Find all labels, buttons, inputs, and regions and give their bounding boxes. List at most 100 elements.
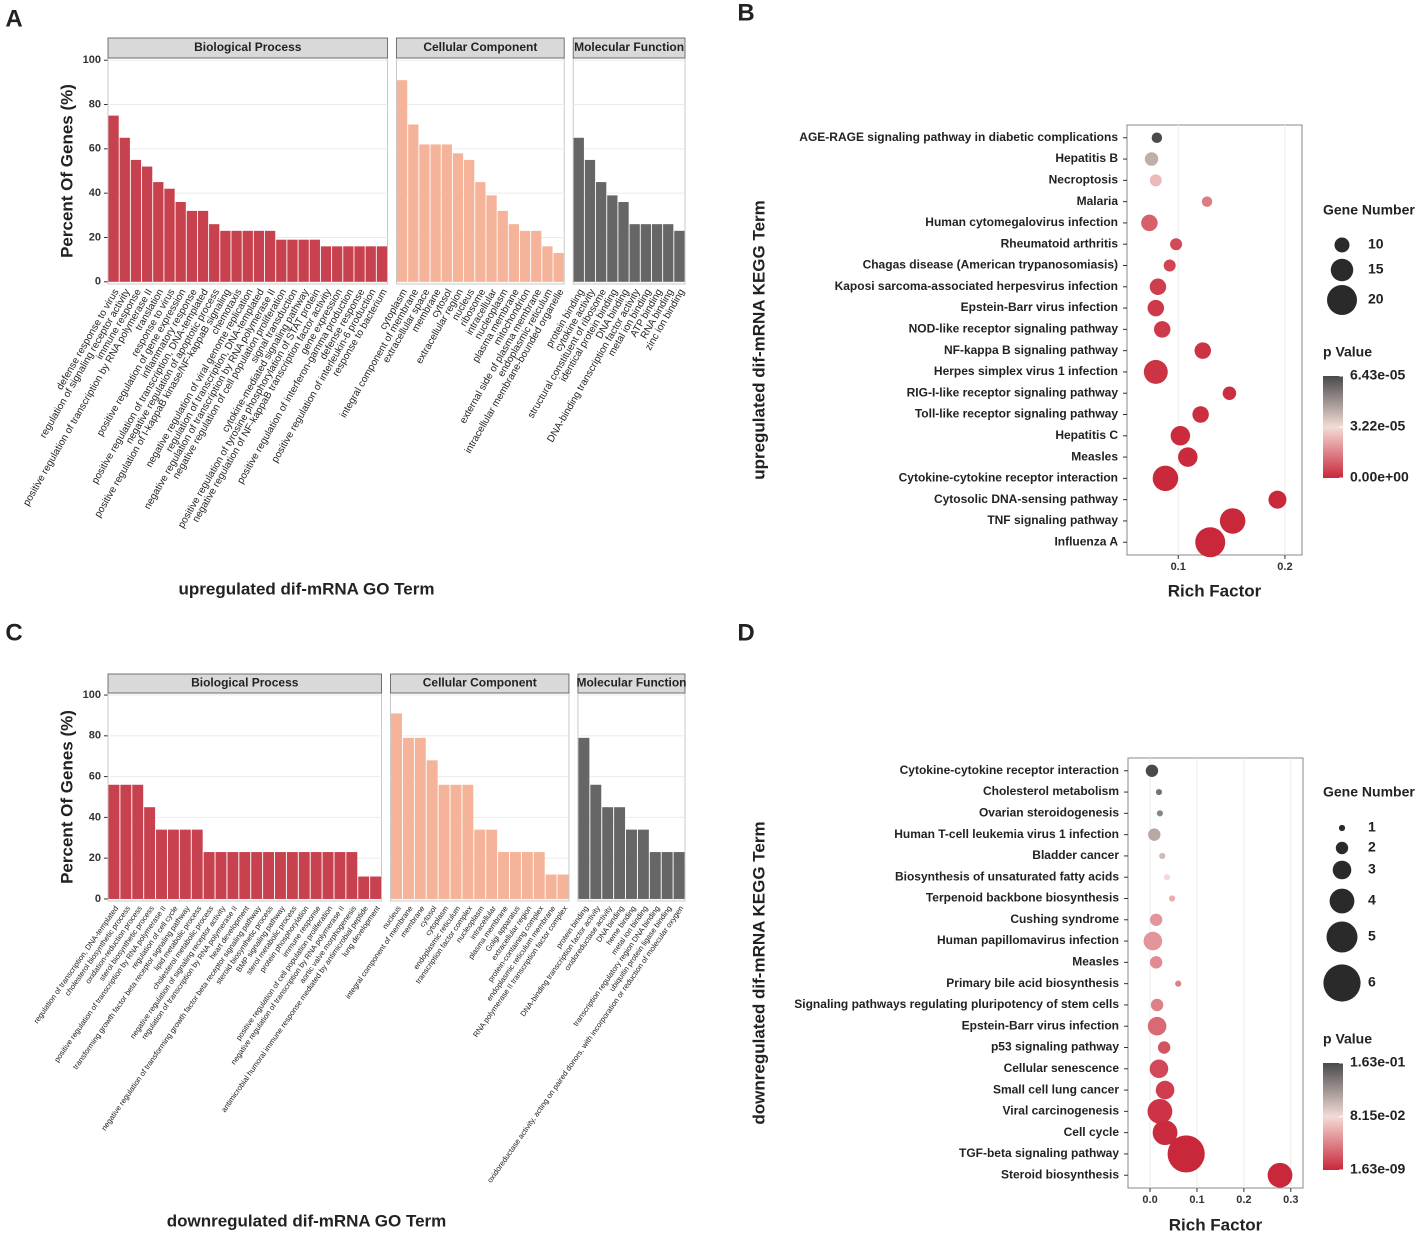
facet-title: Cellular Component — [423, 676, 537, 690]
color-legend-title: p Value — [1323, 1031, 1372, 1047]
size-legend-label: 20 — [1368, 291, 1384, 307]
y-tick-label: Cushing syndrome — [1010, 912, 1119, 926]
size-legend-key — [1330, 258, 1354, 282]
bar — [452, 153, 464, 282]
y-tick-label: Herpes simplex virus 1 infection — [934, 364, 1118, 378]
y-tick-label: Measles — [1071, 449, 1118, 463]
y-tick-label: Primary bile acid biosynthesis — [946, 976, 1119, 990]
bar — [358, 876, 370, 899]
bubble — [1149, 1059, 1169, 1079]
bubble — [1155, 1080, 1175, 1100]
bar — [509, 852, 521, 899]
x-tick-label: 0.0 — [1142, 1194, 1157, 1206]
bar — [309, 239, 320, 282]
bar — [673, 852, 685, 899]
bar — [578, 737, 590, 899]
y-tick-label: Cholesterol metabolism — [983, 784, 1119, 798]
y-axis-title: downregulated dif-mRNA KEGG Term — [749, 821, 768, 1124]
bubble — [1219, 508, 1246, 534]
bar — [167, 829, 179, 899]
bar — [629, 224, 640, 282]
bar — [164, 188, 175, 282]
bar — [618, 202, 629, 282]
bar — [508, 224, 520, 282]
y-tick-label: Human T-cell leukemia virus 1 infection — [894, 827, 1119, 841]
color-tick-label: 1.63e-09 — [1350, 1161, 1405, 1177]
y-tick-label: Small cell lung cancer — [993, 1082, 1119, 1096]
y-tick-label: AGE-RAGE signaling pathway in diabetic c… — [799, 130, 1118, 144]
bar — [590, 784, 602, 899]
y-tick-label: 40 — [89, 811, 101, 823]
bar — [426, 760, 438, 899]
bar — [251, 852, 263, 899]
y-tick-label: 100 — [83, 689, 101, 701]
bar — [553, 252, 564, 282]
y-tick-label: RIG-I-like receptor signaling pathway — [907, 385, 1119, 399]
bar — [120, 784, 132, 899]
facet-title: Cellular Component — [423, 40, 537, 54]
bar — [343, 246, 354, 282]
plot-panel — [1127, 757, 1304, 1189]
bubble — [1151, 132, 1163, 144]
bar — [227, 852, 239, 899]
bar — [607, 195, 618, 282]
size-legend-key — [1329, 888, 1355, 914]
bar — [674, 230, 685, 282]
y-tick-label: Chagas disease (American trypanosomiasis… — [863, 258, 1118, 272]
y-tick-label: Rheumatoid arthritis — [1001, 236, 1119, 250]
y-tick-label: TNF signaling pathway — [987, 513, 1118, 527]
bar — [242, 230, 253, 282]
bubble — [1201, 196, 1213, 207]
bar — [175, 202, 186, 282]
size-legend-label: 15 — [1368, 261, 1384, 277]
bubble — [1152, 465, 1179, 492]
bubble — [1155, 788, 1163, 796]
bar — [365, 246, 376, 282]
size-legend-label: 3 — [1368, 861, 1376, 877]
color-tick-label: 0.00e+00 — [1350, 469, 1409, 485]
bubble — [1156, 810, 1164, 817]
bubble — [1147, 299, 1165, 317]
y-tick-label: Human cytomegalovirus infection — [925, 215, 1118, 229]
bar — [215, 852, 227, 899]
bubble — [1149, 956, 1163, 969]
bar — [298, 852, 310, 899]
y-tick-label: p53 signaling pathway — [991, 1040, 1119, 1054]
y-tick-label: 20 — [89, 852, 101, 864]
bar — [450, 784, 462, 899]
y-tick-label: Malaria — [1077, 194, 1119, 208]
bubble — [1148, 828, 1161, 841]
y-tick-label: 60 — [89, 771, 101, 783]
size-legend-key — [1338, 824, 1346, 832]
y-tick-label: 40 — [89, 187, 101, 199]
facet-title: Molecular Function — [576, 676, 686, 690]
y-tick-label: Viral carcinogenesis — [1002, 1104, 1119, 1118]
bubble — [1192, 406, 1209, 423]
bubble — [1195, 527, 1226, 558]
x-tick-label: 0.1 — [1171, 561, 1186, 573]
panel-label: B — [737, 0, 754, 26]
bar — [486, 829, 498, 899]
bar — [286, 852, 298, 899]
bar — [203, 852, 215, 899]
facet-strip — [572, 37, 686, 59]
bubble — [1149, 278, 1167, 296]
y-tick-label: 0 — [95, 893, 101, 905]
bubble — [1194, 342, 1212, 359]
bar — [419, 144, 430, 282]
bar — [310, 852, 322, 899]
bubble — [1222, 386, 1237, 400]
bar — [614, 807, 626, 899]
x-tick-label: 0.2 — [1236, 1194, 1251, 1206]
bubble — [1163, 874, 1171, 881]
bar — [661, 852, 673, 899]
color-bar — [1323, 1063, 1343, 1170]
bubble — [1149, 174, 1162, 187]
bar — [263, 852, 275, 899]
bubble — [1170, 426, 1191, 446]
bar — [649, 852, 661, 899]
bar — [430, 144, 441, 282]
facet-strip — [390, 673, 570, 694]
bar — [533, 852, 545, 899]
bar — [545, 874, 557, 899]
